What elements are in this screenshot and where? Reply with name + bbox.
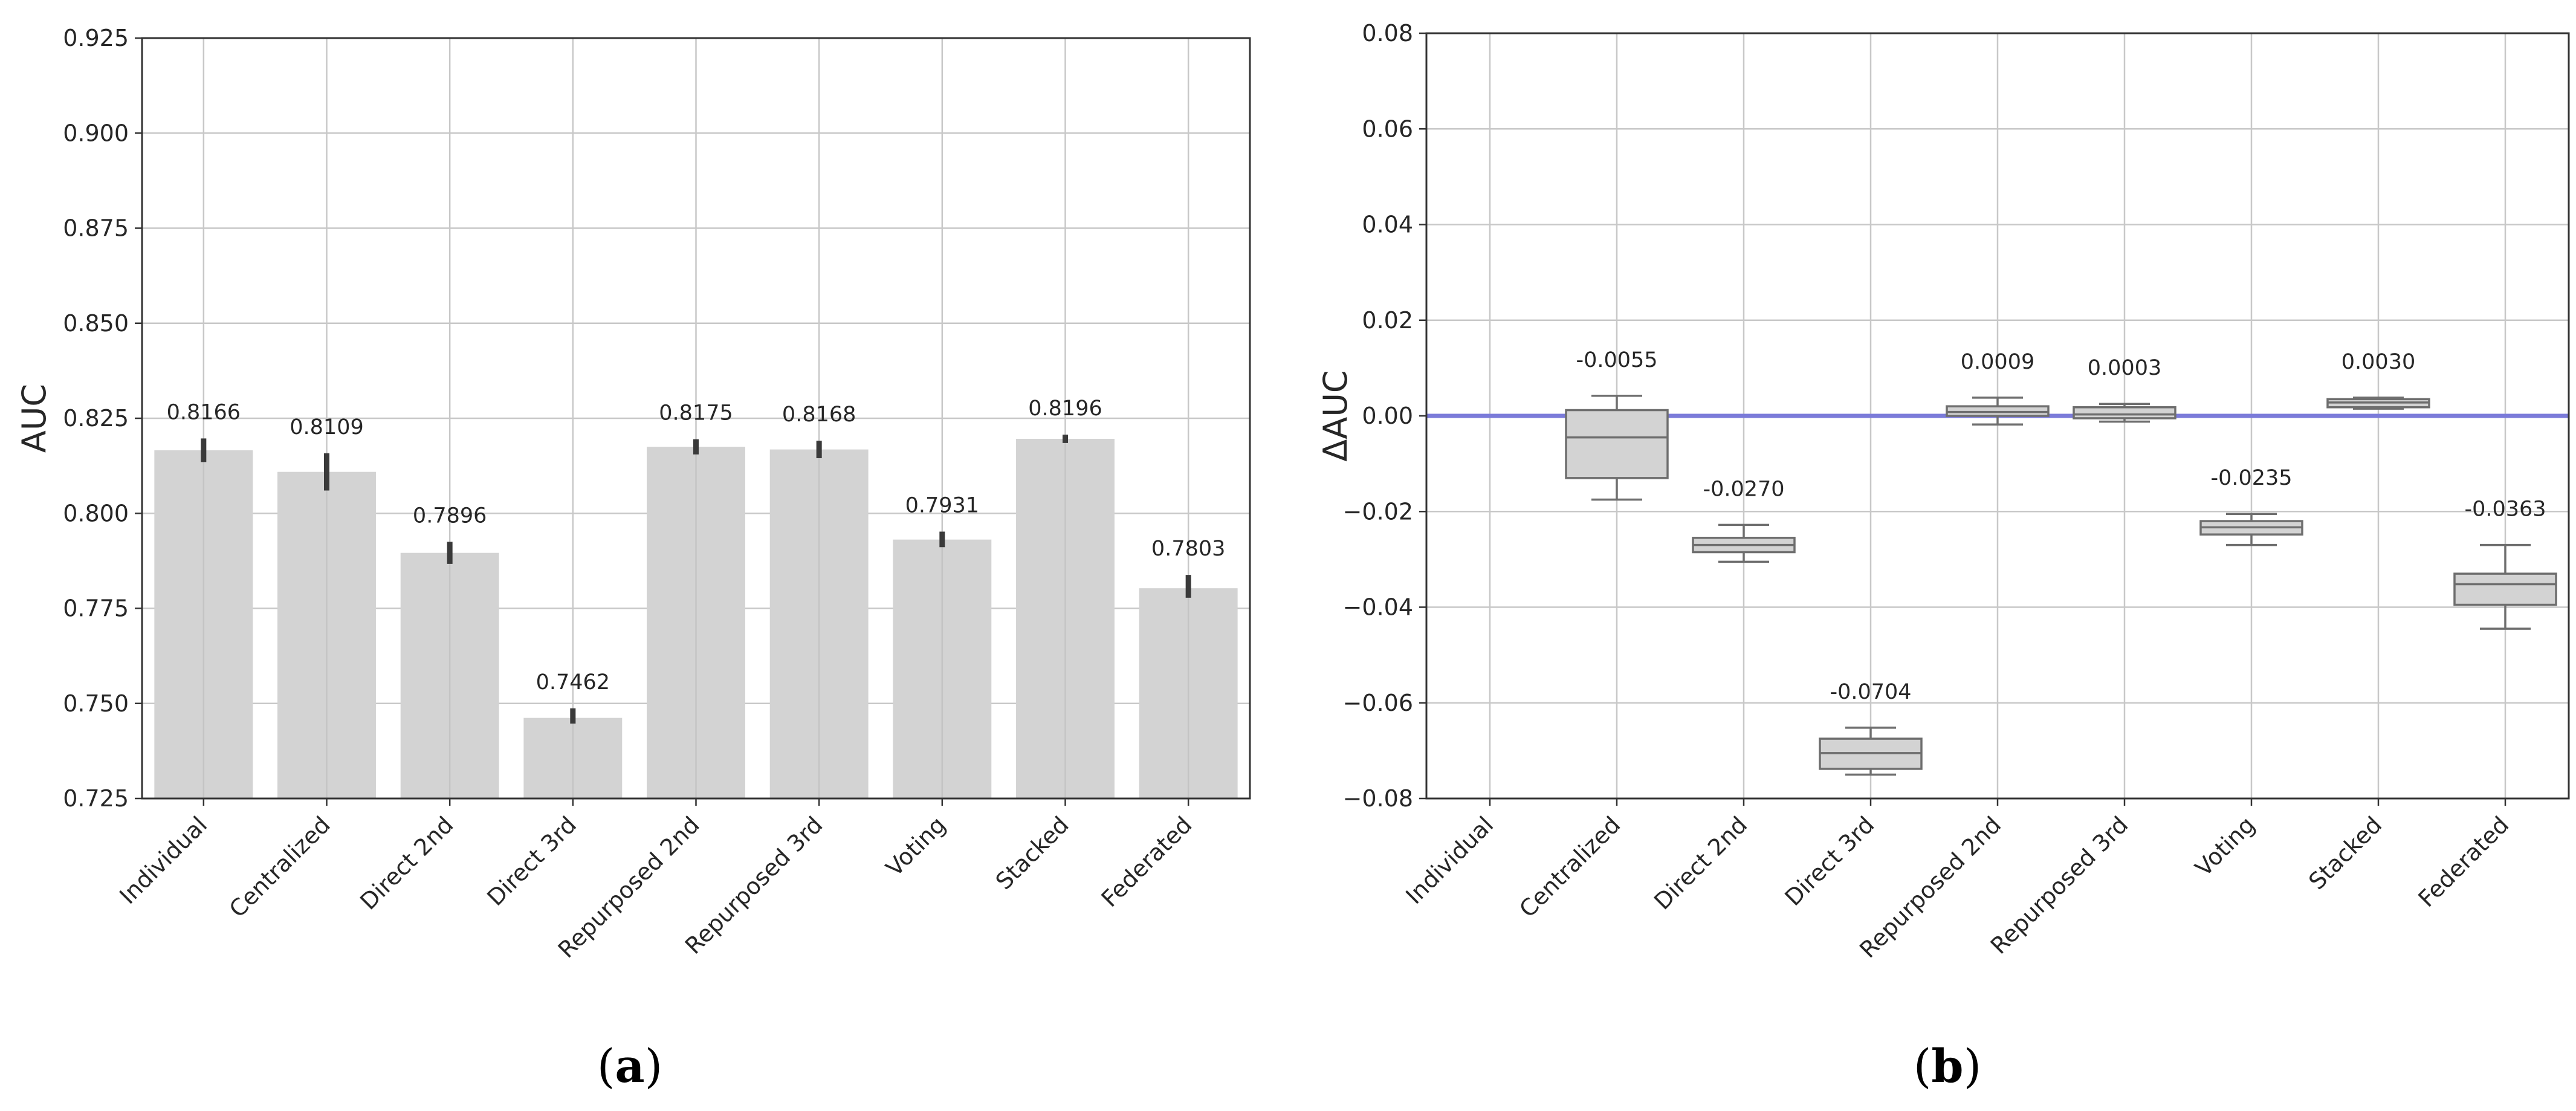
box-centralized xyxy=(1565,409,1669,479)
xtick-label-direct-3rd: Direct 3rd xyxy=(1780,811,1880,911)
xtick-label-stacked: Stacked xyxy=(991,811,1074,895)
xtick-label-stacked: Stacked xyxy=(2303,811,2387,895)
value-label-direct-2nd: -0.0270 xyxy=(1703,477,1784,501)
value-label-centralized: -0.0055 xyxy=(1576,348,1657,372)
value-label-individual: 0.8166 xyxy=(167,400,241,424)
ytick-label: 0.00 xyxy=(1362,403,1413,429)
ytick-label: 0.925 xyxy=(63,25,129,51)
value-label-direct-3rd: 0.7462 xyxy=(536,670,610,695)
y-axis-label: ΔAUC xyxy=(1316,370,1354,461)
xtick-label-repurposed-3rd: Repurposed 3rd xyxy=(680,811,828,959)
xtick-label-repurposed-3rd: Repurposed 3rd xyxy=(1985,811,2134,959)
panel-b-box-plot: −0.08 −0.06 −0.04 −0.02 0.00 0.02 0.04 0.06 0.08… xyxy=(1316,20,2570,963)
ytick-label: −0.08 xyxy=(1343,785,1413,812)
ytick-label: 0.750 xyxy=(63,690,129,717)
xtick-label-individual: Individual xyxy=(114,811,212,909)
ytick-label: 0.900 xyxy=(63,120,129,146)
value-label-stacked: 0.0030 xyxy=(2341,350,2415,374)
ytick-label: 0.06 xyxy=(1362,115,1413,142)
ytick-label: 0.04 xyxy=(1362,212,1413,238)
ytick-label: −0.04 xyxy=(1343,594,1413,621)
xtick-label-repurposed-2nd: Repurposed 2nd xyxy=(1854,811,2006,963)
value-label-repurposed-3rd: 0.0003 xyxy=(2088,356,2161,380)
value-label-repurposed-2nd: 0.0009 xyxy=(1961,350,2034,374)
xtick-label-federated: Federated xyxy=(2413,811,2514,912)
ytick-label: 0.725 xyxy=(63,785,129,812)
ytick-label: 0.850 xyxy=(63,310,129,337)
ytick-label: 0.02 xyxy=(1362,307,1413,334)
value-label-direct-3rd: -0.0704 xyxy=(1830,680,1911,704)
xtick-label-direct-2nd: Direct 2nd xyxy=(355,811,458,915)
xtick-label-direct-2nd: Direct 2nd xyxy=(1649,811,1752,915)
xtick-label-individual: Individual xyxy=(1400,811,1498,909)
xtick-label-centralized: Centralized xyxy=(224,811,335,922)
value-label-stacked: 0.8196 xyxy=(1028,397,1102,421)
value-label-voting: -0.0235 xyxy=(2210,466,2292,490)
ytick-label: 0.775 xyxy=(63,595,129,622)
xtick-label-centralized: Centralized xyxy=(1514,811,1625,922)
ytick-label: 0.800 xyxy=(63,500,129,526)
value-label-voting: 0.7931 xyxy=(905,493,979,517)
value-label-centralized: 0.8109 xyxy=(290,415,363,439)
ytick-label: 0.825 xyxy=(63,405,129,432)
box-repurposed-3rd xyxy=(2073,406,2176,419)
xtick-label-voting: Voting xyxy=(2190,811,2260,881)
ytick-label: −0.02 xyxy=(1343,498,1413,525)
value-label-repurposed-2nd: 0.8175 xyxy=(659,401,733,426)
panel-label-a: (a) xyxy=(597,1039,663,1093)
ytick-label: 0.08 xyxy=(1362,20,1413,47)
panel-label-b: (b) xyxy=(1914,1039,1981,1093)
box-federated xyxy=(2453,572,2557,606)
xtick-label-voting: Voting xyxy=(881,811,951,881)
ytick-label: −0.06 xyxy=(1343,690,1413,716)
value-label-federated: -0.0363 xyxy=(2464,497,2546,522)
ytick-label: 0.875 xyxy=(63,215,129,242)
value-label-direct-2nd: 0.7896 xyxy=(413,504,487,528)
value-label-repurposed-3rd: 0.8168 xyxy=(782,403,856,427)
value-label-federated: 0.7803 xyxy=(1151,537,1225,561)
panel-a-bar-chart: 0.725 0.750 0.775 0.800 0.825 0.850 0.875 0.900… xyxy=(15,25,1251,963)
xtick-label-federated: Federated xyxy=(1096,811,1197,912)
y-axis-label: AUC xyxy=(15,384,53,453)
xtick-label-direct-3rd: Direct 3rd xyxy=(482,811,581,911)
